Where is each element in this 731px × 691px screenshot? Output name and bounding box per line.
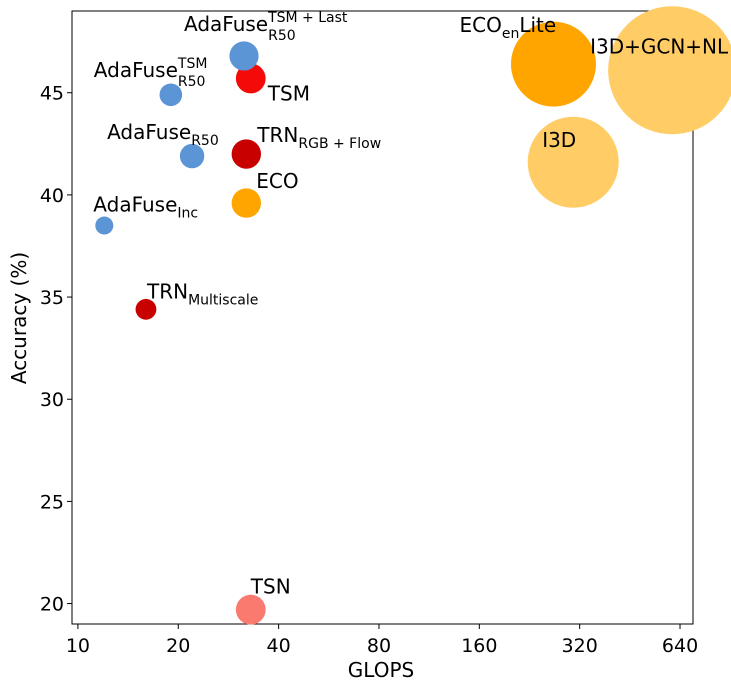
y-axis-ticks: 20 25 30 35 40 45 (40, 83, 72, 616)
point-trn-rgb-flow (231, 139, 262, 169)
x-tick-label: 40 (267, 635, 291, 657)
x-tick-label: 80 (367, 635, 391, 657)
y-tick-label: 25 (40, 491, 64, 513)
point-tsm (235, 63, 266, 94)
x-tick-label: 20 (166, 635, 190, 657)
point-adafuse-tsm-last-r50 (229, 41, 259, 71)
point-tsn (235, 594, 266, 625)
y-tick-label: 40 (40, 185, 64, 207)
y-tick-label: 30 (40, 389, 64, 411)
x-tick-label: 160 (461, 635, 497, 657)
label-adafuse-inc: AdaFuseInc (93, 193, 198, 222)
y-tick-label: 45 (40, 83, 64, 105)
x-axis-label: GLOPS (348, 658, 414, 682)
y-tick-label: 35 (40, 287, 64, 309)
x-axis-ticks: 10 20 40 80 160 320 640 (66, 624, 698, 657)
label-tsm: TSM (267, 81, 310, 105)
label-eco-en-lite: ECOenLite (460, 13, 557, 42)
point-adafuse-tsm-r50 (159, 83, 183, 107)
point-eco-en-lite (510, 21, 596, 107)
point-i3d-gcn-nl (608, 6, 731, 135)
label-i3d-gcn-nl: I3D+GCN+NL (590, 34, 729, 58)
data-points: AdaFuseTSM + Last R50 TSM AdaFuseTSM R50 AdaF… (93, 6, 731, 625)
label-i3d: I3D (542, 128, 576, 152)
point-trn-multiscale (135, 298, 157, 320)
label-adafuse-tsm-last-r50: AdaFuseTSM + Last R50 (184, 10, 348, 44)
y-axis-label: Accuracy (%) (7, 252, 31, 384)
label-adafuse-tsm-r50: AdaFuseTSM R50 (94, 56, 208, 90)
x-tick-label: 10 (66, 635, 90, 657)
label-trn-multiscale: TRNMultiscale (146, 279, 258, 308)
point-adafuse-inc (95, 216, 114, 235)
point-i3d (527, 116, 619, 208)
label-eco: ECO (256, 169, 298, 193)
x-tick-label: 320 (562, 635, 598, 657)
label-trn-rgb-flow: TRNRGB + Flow (256, 123, 381, 152)
plot-area (71, 10, 694, 625)
point-eco (231, 188, 262, 218)
point-adafuse-r50 (179, 143, 205, 169)
x-tick-label: 640 (662, 635, 698, 657)
label-tsn: TSN (250, 575, 291, 599)
label-adafuse-r50: AdaFuseR50 (107, 120, 219, 149)
y-tick-label: 20 (40, 594, 64, 616)
